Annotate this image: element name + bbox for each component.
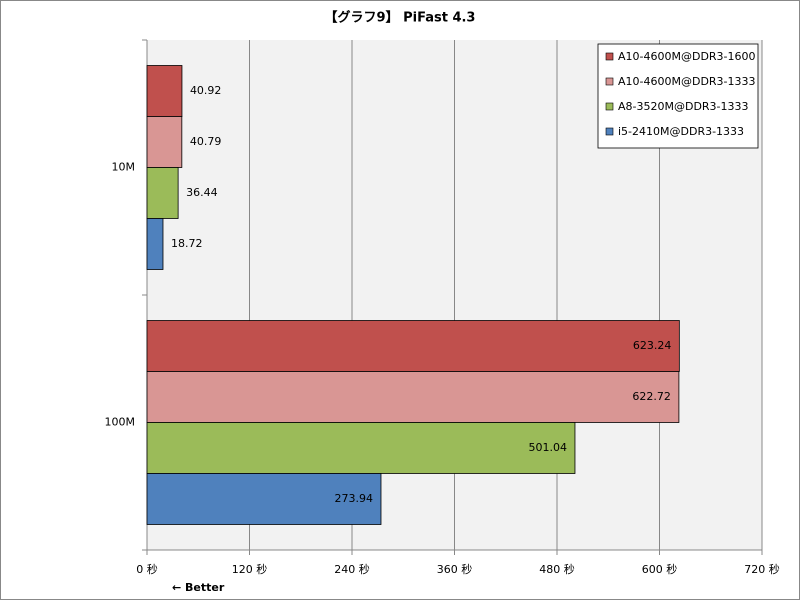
- value-label: 18.72: [171, 237, 203, 250]
- y-tick-label: 10M: [112, 161, 136, 174]
- bar: [146, 167, 179, 219]
- x-tick-label: 0 秒: [136, 562, 158, 576]
- bar: [146, 320, 680, 372]
- legend-swatch: [605, 77, 614, 86]
- legend-label: A10-4600M@DDR3-1600: [618, 50, 756, 63]
- x-tick-label: 480 秒: [539, 562, 575, 576]
- bar: [146, 371, 680, 423]
- x-tick-label: 240 秒: [334, 562, 370, 576]
- x-tick-label: 120 秒: [232, 562, 268, 576]
- bars: 10M 40.92 40.79 36.44 18.72 100M 623.24 622.72 5…: [105, 65, 680, 525]
- legend-swatch: [605, 127, 614, 136]
- value-label: 623.24: [633, 339, 672, 352]
- bar: [146, 116, 183, 168]
- value-label: 40.79: [190, 135, 222, 148]
- x-tick-label: 360 秒: [437, 562, 473, 576]
- annotation: ← Better: [172, 581, 225, 594]
- value-label: 622.72: [632, 390, 671, 403]
- value-label: 273.94: [334, 492, 373, 505]
- legend-swatch: [605, 52, 614, 61]
- x-tick-label: 600 秒: [642, 562, 678, 576]
- chart-title: 【グラフ9】 PiFast 4.3: [325, 10, 476, 26]
- legend-label: A8-3520M@DDR3-1333: [618, 100, 749, 113]
- value-label: 501.04: [528, 441, 567, 454]
- bar: [146, 473, 382, 525]
- bar: [146, 218, 164, 270]
- legend-label: i5-2410M@DDR3-1333: [618, 125, 744, 138]
- legend: A10-4600M@DDR3-1600 A10-4600M@DDR3-1333 A8…: [597, 43, 759, 149]
- legend-box: [597, 43, 759, 149]
- bar: [146, 65, 183, 117]
- value-label: 40.92: [190, 84, 222, 97]
- legend-label: A10-4600M@DDR3-1333: [618, 75, 756, 88]
- y-tick-label: 100M: [105, 416, 136, 429]
- value-label: 36.44: [186, 186, 218, 199]
- legend-swatch: [605, 102, 614, 111]
- bar: [146, 422, 576, 474]
- x-tick-label: 720 秒: [744, 562, 780, 576]
